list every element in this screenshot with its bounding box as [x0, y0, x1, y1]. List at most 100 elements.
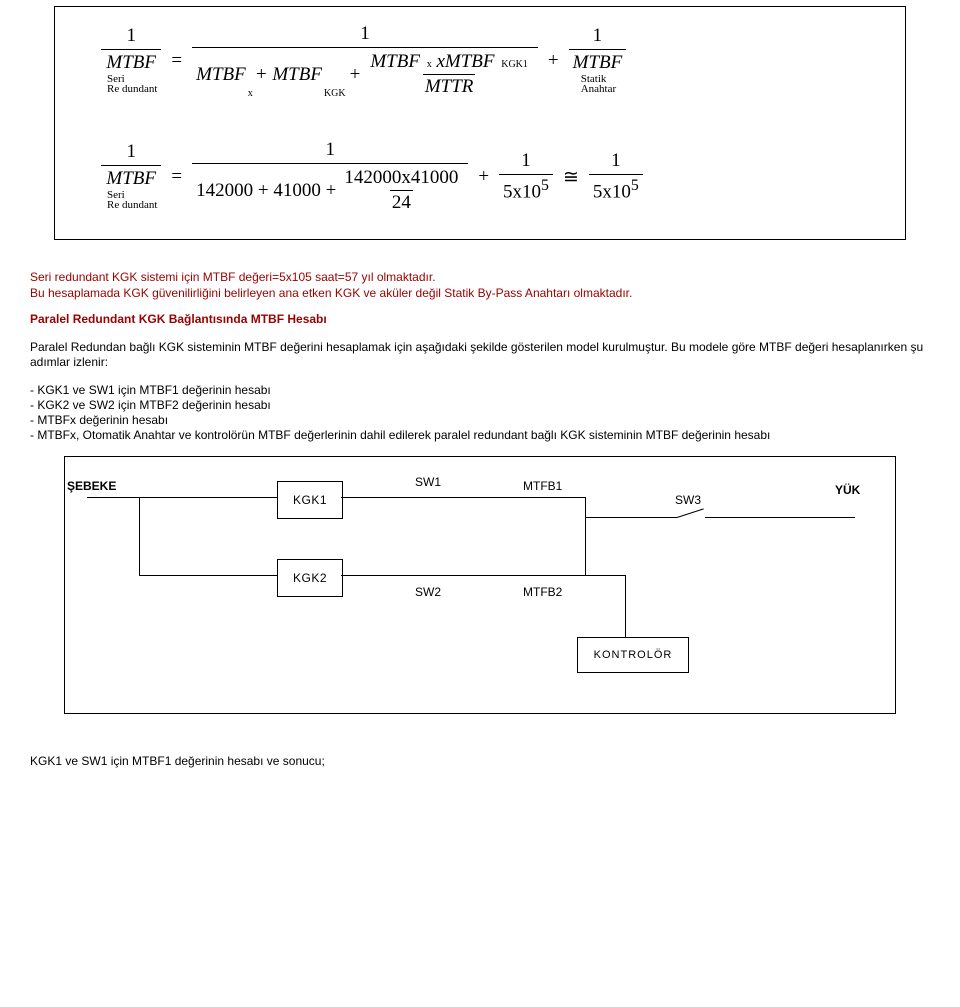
f1-rhs2-num: 1 — [589, 23, 607, 49]
left-bus — [139, 497, 140, 575]
mtfb2-label: MTFB2 — [523, 585, 562, 599]
f2-lhs-num: 1 — [122, 139, 140, 165]
f1-rhs1-inner-den: MTTR — [423, 74, 476, 99]
f2-lhs-den-sub: Seri Re dundant — [105, 190, 157, 210]
formula-2: 1 MTBF Seri Re dundant = 1 142000 + 4100… — [97, 137, 863, 217]
kontrolor-label: KONTROLÖR — [594, 649, 673, 661]
equals-1: = — [165, 50, 188, 72]
mains-in-line — [87, 497, 139, 498]
f1-rhs1-den-l2s: KGK — [322, 89, 346, 99]
intro-line-2: Bu hesaplamada KGK güvenilirliğini belir… — [30, 286, 930, 300]
f1-rhs1-den-l2: + MTBF — [253, 64, 322, 86]
f1-lhs: 1 MTBF Seri Re dundant — [101, 23, 161, 100]
f1-lhs-den-top: MTBF — [106, 52, 156, 73]
line-sw1-right — [445, 497, 585, 498]
f2-rhs3-den-base: 5x10 — [593, 182, 631, 203]
bullet-list: - KGK1 ve SW1 için MTBF1 değerinin hesab… — [30, 383, 930, 442]
f1-rhs1-inner: MTBF x xMTBF KGK1 MTTR — [368, 50, 530, 99]
mtfb1-label: MTFB1 — [523, 479, 562, 493]
paragraph-heading: Paralel Redundant KGK Bağlantısında MTBF… — [30, 312, 930, 328]
sw3-label: SW3 — [675, 493, 701, 507]
right-bus — [585, 497, 586, 575]
line-kgk1-sw1 — [341, 497, 415, 498]
f1-rhs1-den-l1s: x — [246, 89, 253, 99]
line-sw2-right — [445, 575, 585, 576]
f1-rhs1-inner-num: MTBF x xMTBF KGK1 — [368, 50, 530, 74]
right-bus-tap — [585, 575, 625, 576]
sw1-switch — [415, 493, 445, 503]
f2-rhs2-num: 1 — [517, 148, 535, 174]
f1-lhs-den-sub: Seri Re dundant — [105, 74, 157, 94]
f1-rhs1-in-a: MTBF — [370, 51, 420, 72]
f1-rhs1-den: MTBF x + MTBF KGK + MTBF x xMTBF KGK1 MT… — [192, 47, 538, 101]
bullet-4: - MTBFx, Otomatik Anahtar ve kontrolörün… — [30, 428, 930, 442]
f2-rhs3-num: 1 — [607, 148, 625, 174]
f2-rhs1-den: 142000 + 41000 + 142000x41000 24 — [192, 163, 468, 217]
line-to-kgk2 — [139, 575, 277, 576]
approx: ≅ — [557, 166, 585, 189]
f1-rhs2-den-sub: Statik Anahtar — [579, 74, 616, 94]
f2-rhs1: 1 142000 + 41000 + 142000x41000 24 — [192, 137, 468, 217]
kgk1-box: KGK1 — [277, 481, 343, 519]
paragraph-1: Paralel Redundan bağlı KGK sisteminin MT… — [30, 340, 930, 371]
f2-rhs2-den: 5x105 — [499, 174, 553, 205]
f2-lhs: 1 MTBF Seri Re dundant — [101, 139, 161, 216]
f1-rhs1-in-mul: xMTBF — [436, 51, 494, 72]
f1-rhs1-in-bs: KGK1 — [499, 60, 528, 70]
f2-rhs1-den-left: 142000 + 41000 + — [196, 180, 336, 202]
f2-rhs2: 1 5x105 — [499, 148, 553, 205]
f1-lhs-num: 1 — [122, 23, 140, 49]
kgk2-label: KGK2 — [293, 571, 327, 585]
f1-rhs2-den: MTBF Statik Anahtar — [569, 49, 627, 100]
f2-lhs-den-sub2: Re dundant — [107, 199, 157, 211]
sw2-label: SW2 — [415, 585, 441, 599]
equals-2: = — [165, 166, 188, 188]
f2-rhs2-den-base: 5x10 — [503, 182, 541, 203]
line-kgk2-sw2 — [341, 575, 415, 576]
f2-rhs1-inner-num: 142000x41000 — [342, 166, 460, 190]
f2-rhs3-den-exp: 5 — [631, 177, 639, 194]
f1-rhs1-num: 1 — [356, 21, 374, 47]
f1-rhs1: 1 MTBF x + MTBF KGK + MTBF x xMTBF KGK1 — [192, 21, 538, 101]
circuit-diagram: ŞEBEKE KGK1 SW1 MTFB1 KGK2 SW2 MTFB2 SW3… — [64, 456, 896, 714]
f2-lhs-den-top: MTBF — [106, 168, 156, 189]
f1-rhs2-den-sub2: Anahtar — [581, 83, 616, 95]
formula-1: 1 MTBF Seri Re dundant = 1 MTBF x + MTBF… — [97, 21, 863, 101]
f2-rhs2-den-exp: 5 — [541, 177, 549, 194]
plus-2: + — [472, 166, 495, 188]
sw3-switch — [677, 511, 705, 521]
f1-lhs-den-sub2: Re dundant — [107, 83, 157, 95]
intro-line-1: Seri redundant KGK sistemi için MTBF değ… — [30, 270, 930, 284]
bullet-1: - KGK1 ve SW1 için MTBF1 değerinin hesab… — [30, 383, 930, 397]
line-to-sw3 — [585, 517, 677, 518]
footer-text: KGK1 ve SW1 için MTBF1 değerinin hesabı … — [30, 754, 930, 768]
sebeke-label: ŞEBEKE — [67, 479, 116, 493]
line-to-kontrolor — [625, 575, 626, 637]
f2-rhs1-num: 1 — [321, 137, 339, 163]
f2-rhs3: 1 5x105 — [589, 148, 643, 205]
f1-rhs2: 1 MTBF Statik Anahtar — [569, 23, 627, 100]
f2-lhs-den: MTBF Seri Re dundant — [101, 165, 161, 216]
kgk1-label: KGK1 — [293, 493, 327, 507]
line-sw3-yuk — [705, 517, 855, 518]
sw2-switch — [415, 571, 445, 581]
bullet-3: - MTBFx değerinin hesabı — [30, 413, 930, 427]
footer-line: KGK1 ve SW1 için MTBF1 değerinin hesabı … — [30, 754, 930, 768]
kontrolor-box: KONTROLÖR — [577, 637, 689, 673]
f2-rhs1-inner-den: 24 — [390, 190, 413, 215]
f2-rhs3-den: 5x105 — [589, 174, 643, 205]
plus-1: + — [542, 50, 565, 72]
f1-rhs1-den-l1: MTBF — [196, 64, 246, 86]
f1-rhs1-den-plus: + — [346, 64, 365, 86]
f1-rhs2-den-top: MTBF — [573, 52, 623, 73]
body-text: Seri redundant KGK sistemi için MTBF değ… — [30, 270, 930, 442]
f1-rhs1-in-as: x — [425, 60, 432, 70]
sw1-label: SW1 — [415, 475, 441, 489]
line-to-kgk1 — [139, 497, 277, 498]
f2-rhs1-inner: 142000x41000 24 — [342, 166, 460, 215]
f1-lhs-den: MTBF Seri Re dundant — [101, 49, 161, 100]
yuk-label: YÜK — [835, 483, 860, 497]
bullet-2: - KGK2 ve SW2 için MTBF2 değerinin hesab… — [30, 398, 930, 412]
formula-box: 1 MTBF Seri Re dundant = 1 MTBF x + MTBF… — [54, 6, 906, 240]
kgk2-box: KGK2 — [277, 559, 343, 597]
